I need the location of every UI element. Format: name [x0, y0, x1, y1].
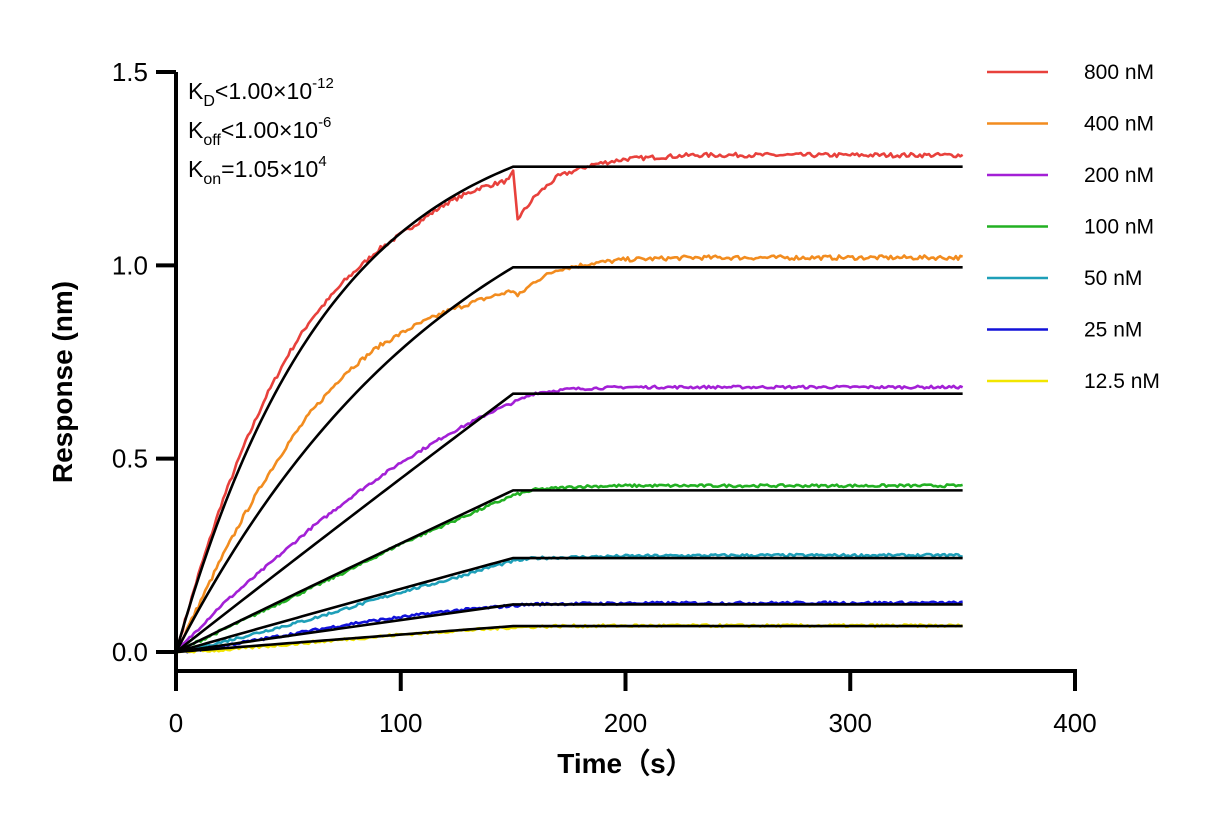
fit-line — [174, 265, 963, 653]
axes: 0.0 0.5 1.0 1.5 0 100 200 300 400 — [112, 57, 1097, 738]
x-tick-label: 400 — [1053, 708, 1096, 738]
y-tick-label: 0.0 — [112, 637, 148, 667]
fit-line — [175, 624, 963, 654]
legend-label: 50 nM — [1084, 267, 1142, 290]
legend-label: 100 nM — [1084, 216, 1154, 239]
fit-line — [174, 165, 963, 653]
x-tick-label: 100 — [379, 708, 422, 738]
y-tick-label: 0.5 — [112, 444, 148, 474]
x-tick-label: 300 — [829, 708, 872, 738]
legend-label: 200 nM — [1084, 164, 1154, 187]
series-line-800-nm — [174, 151, 964, 653]
legend-label: 12.5 nM — [1084, 370, 1160, 393]
kinetic-constant-label: Koff<1.00×10-6 — [188, 114, 331, 149]
kinetic-constant-label: Kon=1.05×104 — [188, 153, 327, 188]
series-line-12.5-nm — [175, 623, 964, 654]
plot-area — [174, 151, 964, 654]
x-axis-title: Time（s） — [557, 747, 693, 779]
kinetic-constants-annotation: KD<1.00×10-12 Koff<1.00×10-6 Kon=1.05×104 — [188, 75, 334, 188]
x-tick-label: 0 — [169, 708, 183, 738]
x-tick-label: 200 — [604, 708, 647, 738]
legend-label: 800 nM — [1084, 61, 1154, 84]
y-tick-label: 1.5 — [112, 57, 148, 87]
series-line-400-nm — [174, 254, 964, 653]
y-axis-title: Response (nm) — [47, 281, 78, 483]
kinetic-constant-label: KD<1.00×10-12 — [188, 75, 334, 110]
legend-label: 25 nM — [1084, 319, 1142, 342]
fit-line — [175, 603, 963, 654]
legend-label: 400 nM — [1084, 113, 1154, 136]
series-line-200-nm — [175, 384, 964, 653]
fit-line — [175, 556, 963, 654]
fit-line — [175, 489, 963, 654]
fit-line — [175, 392, 963, 654]
legend: 800 nM 400 nM 200 nM 100 nM 50 nM 25 nM 12.5 n… — [987, 61, 1160, 393]
y-tick-label: 1.0 — [112, 250, 148, 280]
